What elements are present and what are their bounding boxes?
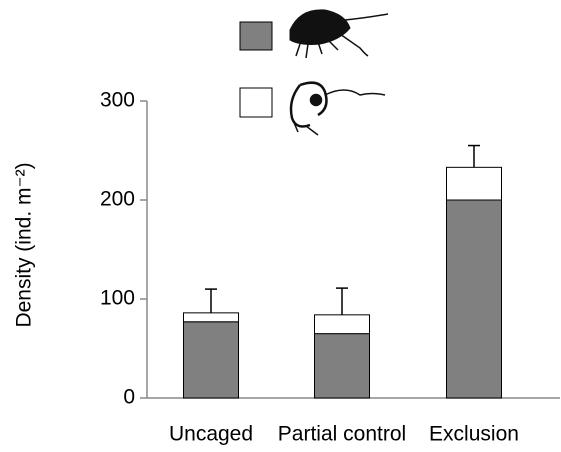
- y-tick-label: 100: [100, 287, 135, 310]
- y-tick-label: 0: [123, 386, 135, 409]
- amphipod-icon: [289, 9, 389, 59]
- copepod-icon: [289, 81, 386, 136]
- y-tick-label: 300: [100, 89, 135, 112]
- y-tick-label: 200: [100, 188, 135, 211]
- bar-segment: [446, 199, 502, 399]
- y-axis-label: Density (ind. m⁻²): [13, 162, 36, 327]
- x-tick-label: Partial control: [278, 423, 406, 446]
- bar-segment: [183, 312, 239, 323]
- x-tick-label: Uncaged: [169, 423, 253, 446]
- x-tick-label: Exclusion: [429, 423, 519, 446]
- bar-segment: [183, 321, 239, 399]
- bar-segment: [314, 333, 370, 399]
- bar-segment: [446, 166, 502, 201]
- bar-segment: [314, 314, 370, 335]
- legend-swatch: [239, 87, 273, 118]
- legend-swatch: [239, 21, 273, 51]
